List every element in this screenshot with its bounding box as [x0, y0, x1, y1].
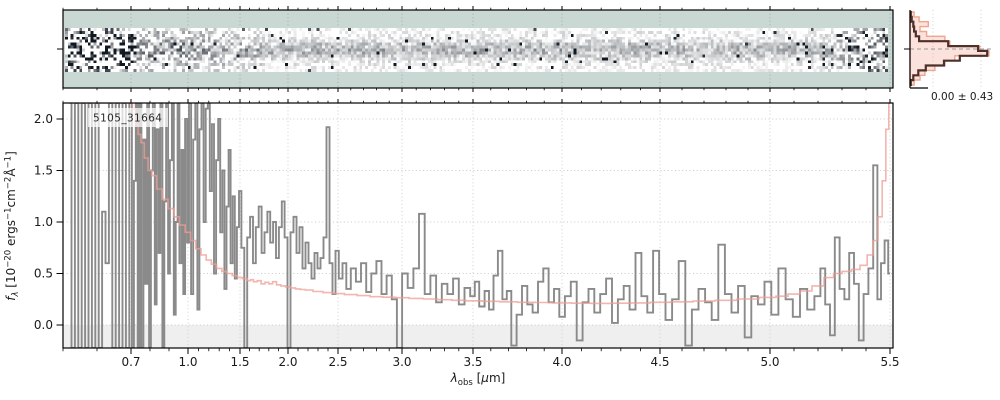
x-tick-label: 2.5	[328, 355, 347, 369]
x-tick-label: 0.7	[121, 355, 140, 369]
flux-step-line	[69, 103, 890, 348]
y-axis-label: fλ [10−20 ergs−1cm−2Å−1]	[3, 151, 21, 301]
histogram-outline	[909, 10, 989, 87]
y-tick-label: 1.5	[34, 164, 53, 178]
x-tick-label: 3.0	[392, 355, 411, 369]
spectrum-2d-noise-image	[65, 28, 888, 72]
y-tick-label: 2.0	[34, 112, 53, 126]
source-id-label: 5105_31664	[93, 113, 162, 125]
panel-histogram	[904, 10, 993, 89]
y-tick-label: 1.0	[34, 215, 53, 229]
panel-1d-spectrum: 0.7 1.0 1.5 2.0 2.5 3.0 3.5 4.0 4.5 5.0 5.5 0.0 0.5 1…	[34, 99, 900, 369]
x-tick-label: 4.0	[552, 355, 571, 369]
x-tick-label: 1.0	[178, 355, 197, 369]
histogram-stats-annotation: 0.00 ± 0.43	[931, 91, 993, 103]
source-label-box: 5105_31664	[88, 108, 168, 127]
below-zero-band	[63, 325, 893, 348]
x-tick-label: 2.0	[278, 355, 297, 369]
y-tick-label: 0.5	[34, 267, 53, 281]
x-tick-label: 5.5	[880, 355, 899, 369]
source-label-background	[88, 108, 168, 127]
x-tick-label: 1.5	[230, 355, 249, 369]
panel-2d-spectrum	[57, 6, 894, 92]
x-tick-label: 4.5	[650, 355, 669, 369]
error-step-line	[69, 103, 890, 305]
x-tick-label: 5.0	[760, 355, 779, 369]
x-axis-label: λobs [μm]	[450, 371, 506, 388]
main-spines	[62, 102, 894, 349]
y-tick-label: 0.0	[34, 318, 53, 332]
x-tick-label: 3.5	[463, 355, 482, 369]
